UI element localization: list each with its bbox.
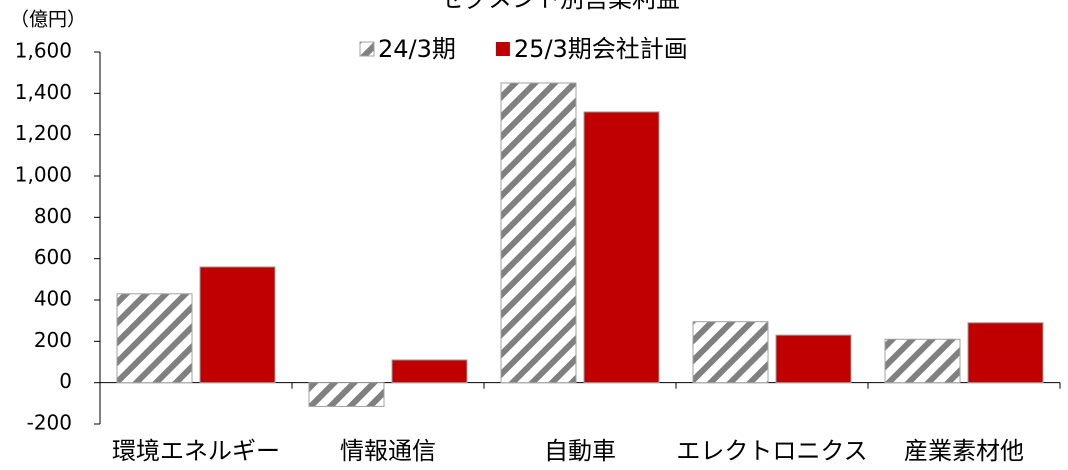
- y-tick-label: 1,600: [15, 39, 72, 63]
- y-axis-label: （億円）: [10, 9, 86, 31]
- y-tick-label: -200: [27, 411, 72, 435]
- x-tick-label: 環境エネルギー: [112, 437, 280, 465]
- y-tick-label: 1,200: [15, 121, 72, 145]
- bar: [116, 293, 193, 384]
- chart-title: セグメント別営業利益: [440, 0, 680, 13]
- legend-label: 25/3期会社計画: [514, 35, 688, 63]
- bar: [391, 359, 468, 384]
- y-tick-label: 400: [34, 287, 72, 311]
- y-tick-label: 1,000: [15, 163, 72, 187]
- bar: [583, 111, 660, 384]
- legend-label: 24/3期: [378, 35, 456, 63]
- bar: [308, 382, 385, 407]
- x-tick-label: 自動車: [544, 437, 616, 465]
- bar: [775, 334, 852, 384]
- x-tick-label: 情報通信: [340, 437, 436, 465]
- y-tick-label: 0: [59, 369, 72, 393]
- bar: [199, 266, 276, 384]
- legend-swatch: [495, 42, 510, 56]
- y-tick-label: 1,400: [15, 80, 72, 104]
- x-tick-label: 産業素材他: [904, 437, 1024, 465]
- x-tick-label: エレクトロニクス: [676, 437, 867, 465]
- y-tick-label: 800: [34, 204, 72, 228]
- bar: [967, 322, 1044, 384]
- bar: [884, 338, 961, 384]
- y-tick-label: 600: [34, 245, 72, 269]
- bar: [692, 321, 769, 384]
- y-tick-label: 200: [34, 328, 72, 352]
- bar: [500, 82, 577, 384]
- legend-swatch: [359, 41, 375, 57]
